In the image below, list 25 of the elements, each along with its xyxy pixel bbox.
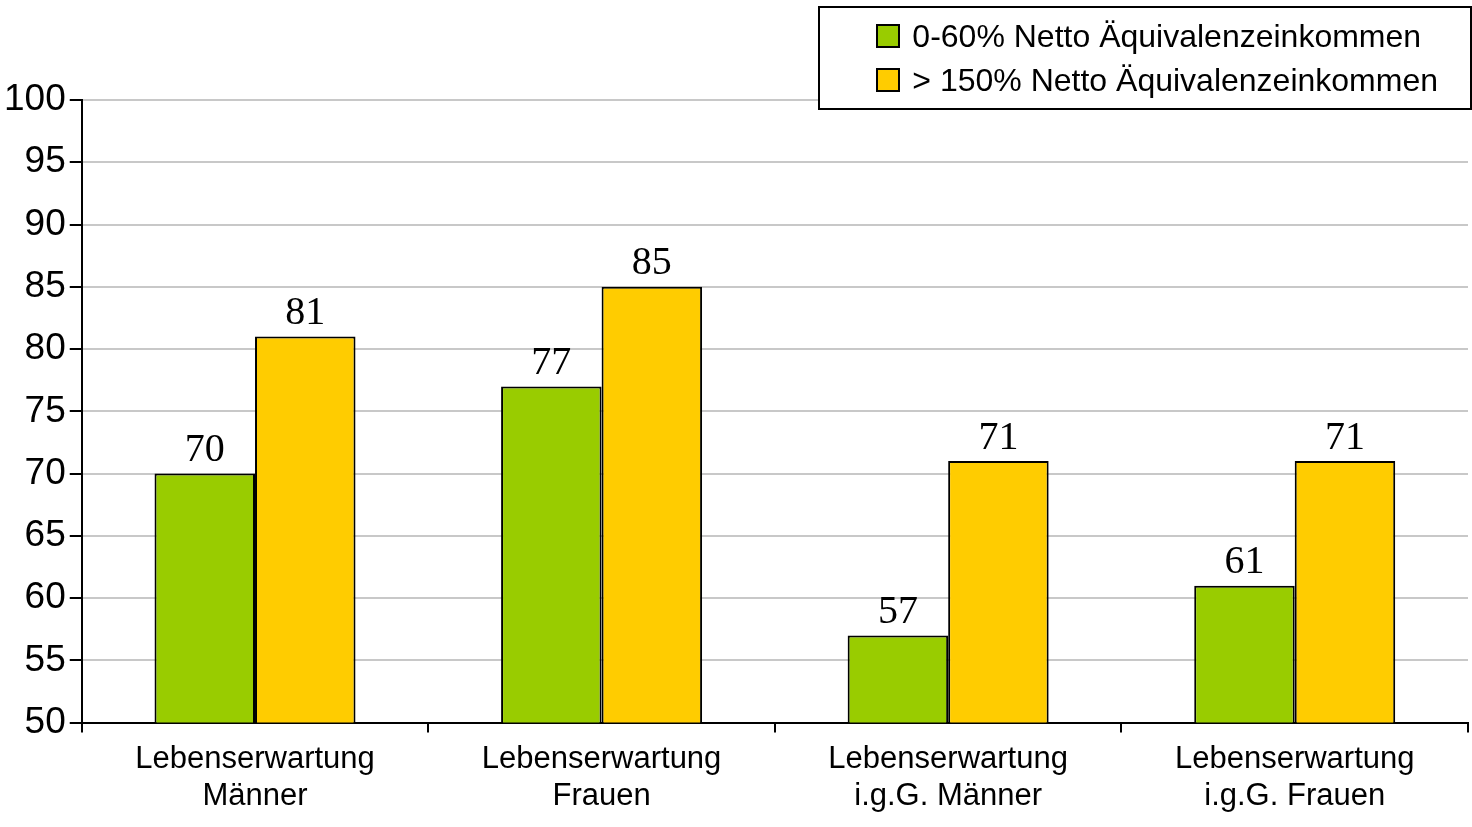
x-tick-label: Lebenserwartung i.g.G. Frauen: [1174, 739, 1415, 812]
data-label: 71: [978, 412, 1019, 458]
y-tick-label: 60: [24, 575, 66, 617]
y-tick-label: 100: [4, 77, 66, 119]
y-tick-label: 75: [24, 388, 66, 430]
legend-label: > 150% Netto Äquivalenzeinkommen: [912, 61, 1438, 100]
x-tick-label: Lebenserwartung i.g.G. Männer: [828, 739, 1068, 812]
x-tick-label: Lebenserwartung Frauen: [481, 739, 722, 812]
y-tick-label: 55: [24, 637, 66, 679]
y-tick-label: 50: [24, 699, 66, 741]
legend-label: 0-60% Netto Äquivalenzeinkommen: [912, 17, 1422, 56]
y-tick-label: 85: [24, 263, 66, 305]
y-tick-label: 80: [24, 326, 66, 368]
data-label: 81: [285, 288, 326, 334]
data-label: 85: [631, 238, 672, 284]
y-tick-label: 65: [24, 513, 66, 555]
data-label: 71: [1324, 412, 1365, 458]
data-label: 57: [877, 586, 918, 632]
data-label: 77: [531, 337, 572, 383]
data-label: 70: [184, 425, 225, 471]
data-label: 61: [1224, 537, 1265, 583]
y-tick-label: 70: [24, 450, 66, 492]
y-tick-label: 90: [24, 201, 66, 243]
x-tick-label: Lebenserwartung Männer: [135, 739, 375, 812]
y-tick-label: 95: [24, 139, 66, 181]
